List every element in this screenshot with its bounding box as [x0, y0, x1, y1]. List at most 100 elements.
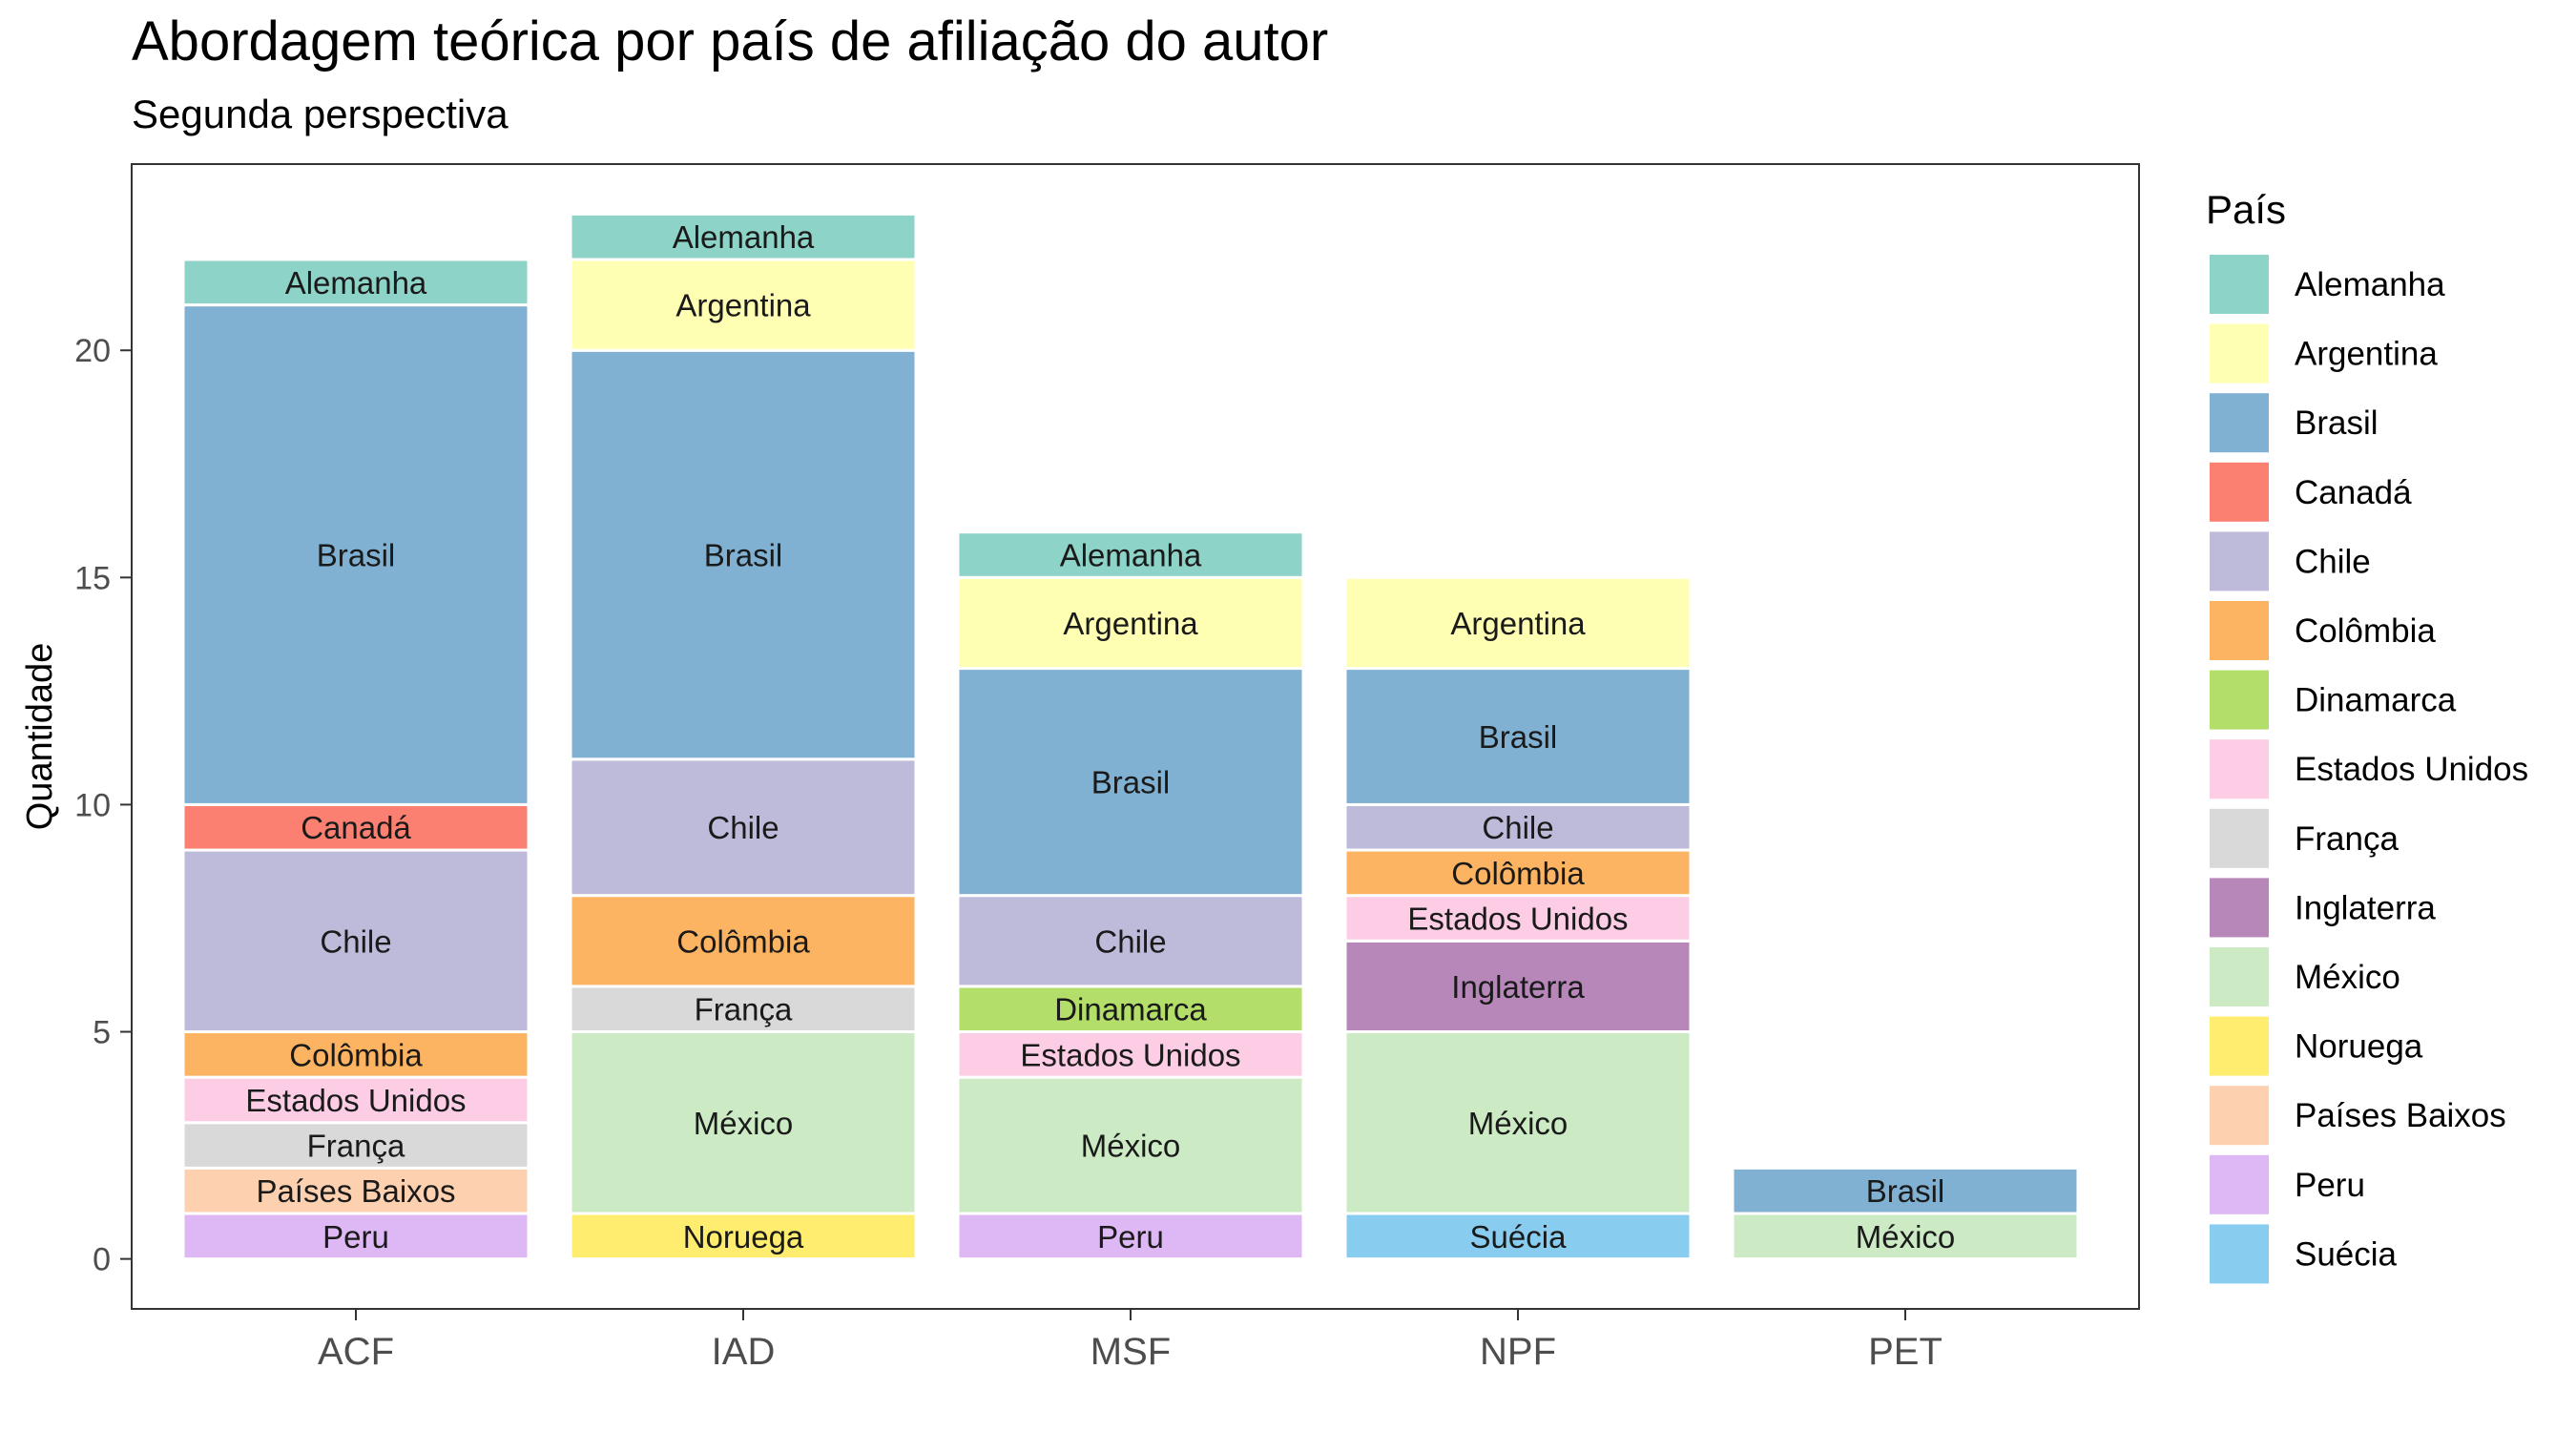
segment-label-iad-brasil: Brasil — [704, 538, 783, 573]
bar-segment-acf-canada — [181, 802, 530, 852]
legend-key-inglaterra — [2210, 878, 2269, 938]
segment-label-msf-chile: Chile — [1094, 923, 1166, 959]
y-tick-label: 0 — [93, 1242, 111, 1278]
legend-label-peru: Peru — [2295, 1167, 2365, 1204]
bar-segment-iad-colombia — [569, 894, 918, 988]
bar-segment-iad-alemanha — [569, 212, 918, 261]
segment-label-iad-colombia: Colômbia — [676, 923, 810, 959]
segment-label-npf-mexico: México — [1468, 1106, 1568, 1141]
bar-segment-msf-dinamarca — [956, 985, 1305, 1034]
bar-segment-npf-suecia — [1343, 1212, 1693, 1261]
bar-segment-acf-chile — [181, 848, 530, 1034]
x-tick-label-iad: IAD — [712, 1331, 776, 1373]
segment-label-msf-mexico: México — [1081, 1129, 1181, 1164]
legend-label-noruega: Noruega — [2295, 1028, 2423, 1066]
segment-label-msf-alemanha: Alemanha — [1060, 538, 1202, 573]
y-axis: 0 5 10 15 20 — [74, 333, 132, 1278]
x-axis: ACF IAD MSF NPF PET — [318, 1309, 1942, 1373]
bar-segment-acf-colombia — [181, 1030, 530, 1079]
bar-segment-npf-brasil — [1343, 667, 1693, 806]
legend-key-brasil — [2210, 393, 2269, 453]
bar-segment-pet-mexico — [1731, 1212, 2080, 1261]
legend-key-canada — [2210, 462, 2269, 522]
legend-title: País — [2206, 187, 2286, 232]
legend-label-colombia: Colômbia — [2295, 612, 2436, 650]
segment-label-npf-estados-unidos: Estados Unidos — [1407, 901, 1628, 936]
legend-label-canada: Canadá — [2295, 474, 2412, 511]
bar-segment-acf-brasil — [181, 303, 530, 806]
legend-label-mexico: México — [2295, 959, 2400, 996]
bar-segment-acf-paises-baixos — [181, 1166, 530, 1215]
segment-label-acf-chile: Chile — [320, 923, 391, 959]
segment-label-acf-paises-baixos: Países Baixos — [256, 1173, 455, 1209]
segment-label-npf-inglaterra: Inglaterra — [1451, 969, 1585, 1005]
segment-label-iad-franca: França — [695, 992, 793, 1027]
y-tick-label: 5 — [93, 1015, 111, 1051]
segment-label-acf-alemanha: Alemanha — [285, 265, 427, 301]
legend-key-alemanha — [2210, 255, 2269, 314]
legend-label-suecia: Suécia — [2295, 1235, 2398, 1273]
segment-label-msf-argentina: Argentina — [1063, 606, 1198, 641]
segment-label-iad-alemanha: Alemanha — [673, 219, 815, 255]
bar-segment-iad-chile — [569, 757, 918, 898]
y-tick-label: 10 — [74, 787, 111, 823]
legend-label-chile: Chile — [2295, 543, 2371, 580]
segment-label-acf-brasil: Brasil — [317, 538, 396, 573]
legend-key-noruega — [2210, 1016, 2269, 1076]
legend-key-estados-unidos — [2210, 739, 2269, 799]
segment-labels-layer: Peru Países Baixos França Estados Unidos Col… — [245, 219, 1955, 1255]
segment-label-msf-peru: Peru — [1097, 1219, 1164, 1255]
legend-key-argentina — [2210, 323, 2269, 384]
chart-subtitle: Segunda perspectiva — [132, 92, 509, 136]
segment-label-npf-argentina: Argentina — [1450, 606, 1586, 641]
bar-segment-iad-noruega — [569, 1212, 918, 1261]
bar-segment-npf-chile — [1343, 802, 1693, 852]
x-tick-label-npf: NPF — [1480, 1331, 1556, 1373]
segment-label-acf-estados-unidos: Estados Unidos — [245, 1083, 466, 1118]
legend-key-peru — [2210, 1154, 2269, 1214]
segment-label-acf-colombia: Colômbia — [289, 1037, 423, 1072]
legend-key-franca — [2210, 808, 2269, 868]
y-tick-label: 15 — [74, 560, 111, 596]
x-tick-label-pet: PET — [1868, 1331, 1942, 1373]
legend-label-estados-unidos: Estados Unidos — [2295, 751, 2528, 788]
bar-segment-acf-alemanha — [181, 258, 530, 307]
legend-label-dinamarca: Dinamarca — [2295, 682, 2457, 719]
legend-label-argentina: Argentina — [2295, 336, 2438, 373]
x-tick-label-msf: MSF — [1091, 1331, 1171, 1373]
segment-label-npf-colombia: Colômbia — [1451, 856, 1585, 891]
segment-label-msf-brasil: Brasil — [1091, 765, 1171, 800]
legend-key-chile — [2210, 531, 2269, 591]
chart-title: Abordagem teórica por país de afiliação … — [132, 10, 1329, 73]
bar-segment-msf-brasil — [956, 667, 1305, 898]
bar-segment-npf-estados-unidos — [1343, 894, 1693, 943]
bar-segment-msf-alemanha — [956, 530, 1305, 579]
segment-label-pet-brasil: Brasil — [1866, 1173, 1945, 1209]
bar-segment-pet-brasil — [1731, 1166, 2080, 1215]
legend-label-inglaterra: Inglaterra — [2295, 889, 2436, 926]
segment-label-acf-canada: Canadá — [301, 810, 411, 845]
segment-label-npf-chile: Chile — [1482, 810, 1553, 845]
bar-segment-iad-brasil — [569, 348, 918, 761]
y-axis-title: Quantidade — [20, 643, 60, 831]
x-tick-label-acf: ACF — [318, 1331, 394, 1373]
segment-label-iad-chile: Chile — [707, 810, 779, 845]
legend-label-alemanha: Alemanha — [2295, 266, 2445, 303]
y-tick-label: 20 — [74, 333, 111, 369]
legend-key-dinamarca — [2210, 670, 2269, 730]
legend: País Alemanha Argentina Brasil Canadá Chile C… — [2206, 187, 2528, 1284]
bars-layer — [181, 212, 2080, 1261]
legend-key-suecia — [2210, 1224, 2269, 1284]
segment-label-acf-peru: Peru — [322, 1219, 389, 1255]
legend-key-paises-baixos — [2210, 1086, 2269, 1146]
segment-label-msf-dinamarca: Dinamarca — [1054, 992, 1207, 1027]
bar-segment-iad-argentina — [569, 258, 918, 352]
segment-label-iad-mexico: México — [694, 1106, 794, 1141]
bar-segment-msf-mexico — [956, 1075, 1305, 1215]
segment-label-iad-noruega: Noruega — [683, 1219, 804, 1255]
bar-segment-npf-colombia — [1343, 848, 1693, 898]
legend-label-paises-baixos: Países Baixos — [2295, 1097, 2506, 1134]
bar-segment-npf-inglaterra — [1343, 939, 1693, 1034]
segment-label-msf-estados-unidos: Estados Unidos — [1020, 1037, 1240, 1072]
